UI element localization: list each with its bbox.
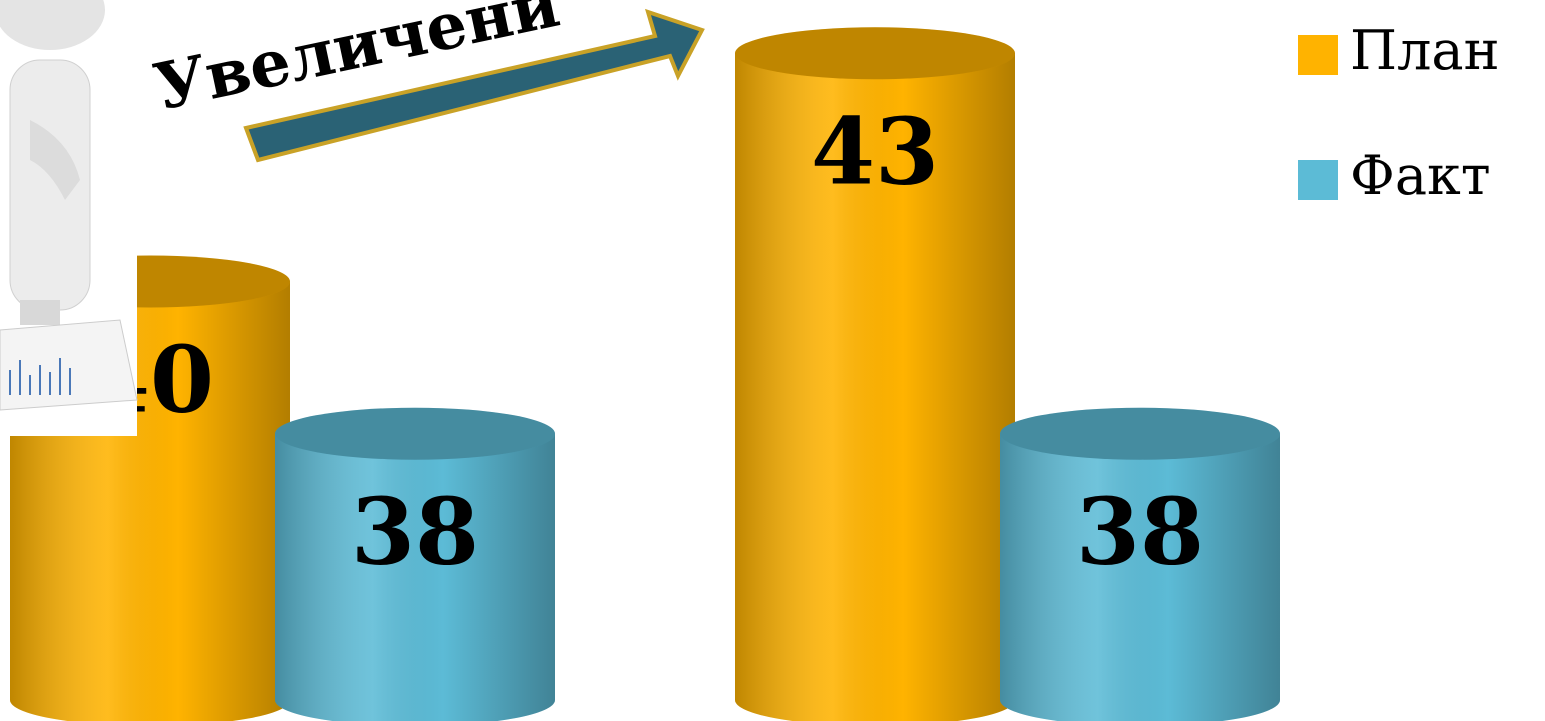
bar-top-shade [275,407,555,460]
bar-top [735,27,1015,80]
legend-label: Факт [1350,144,1491,207]
figure-image [0,0,138,436]
bar-shade [1000,433,1280,721]
data-label: 43 [811,97,939,205]
bar-top [1000,407,1280,460]
bar-top [275,407,555,460]
legend-swatch [1298,35,1338,75]
data-label: 38 [351,478,479,586]
legend-label: План [1350,19,1500,82]
legend: План Факт [1298,19,1500,207]
bar-top-shade [735,27,1015,80]
arrow [243,8,705,163]
bar-top-shade [1000,407,1280,460]
bar-shade [275,433,555,721]
legend-swatch [1298,160,1338,200]
bar-shade [735,53,1015,721]
data-label: 38 [1076,478,1204,586]
